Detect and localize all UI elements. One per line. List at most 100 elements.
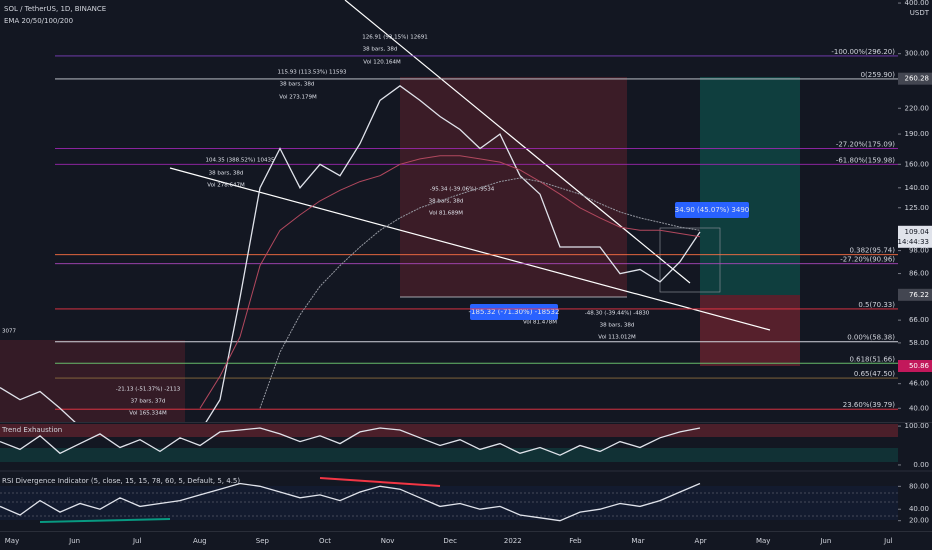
price-tag: [898, 360, 932, 373]
fib-level-label: 0.382(95.74): [849, 247, 895, 255]
pane-title: RSI Divergence Indicator (5, close, 15, …: [2, 477, 240, 485]
boxed-annotation: -185.32 (-71.30%) -18532: [469, 308, 560, 316]
series-line: [0, 84, 701, 422]
pane: -100.00%(296.20) 0(259.90) -27.20%(175.09)…: [0, 48, 898, 422]
series-line: [199, 155, 701, 409]
oversold-zone: [0, 448, 898, 462]
x-tick-label: Nov: [381, 537, 395, 545]
annotation: Vol 81.689M: [429, 211, 463, 217]
y-tick-label: 40.00: [909, 505, 929, 513]
annotation-box: [675, 202, 749, 218]
x-tick-label: Jun: [68, 537, 80, 545]
annotation: 38 bars, 38d: [209, 171, 244, 177]
boxed-annotation: 34.90 (45.07%) 3490: [675, 206, 749, 214]
chart-title: SOL / TetherUS, 1D, BINANCE: [4, 5, 106, 13]
annotation: -21.13 (-51.37%) -2113: [116, 387, 181, 393]
annotation: -48.30 (-39.44%) -4830: [585, 311, 650, 317]
fib-level-label: 0.65(47.50): [854, 370, 895, 378]
x-tick-label: 2022: [504, 537, 522, 545]
x-tick-label: Jul: [883, 537, 893, 545]
trend-line: [344, 0, 691, 284]
y-tick-label: 190.00: [905, 130, 930, 138]
trend-line: [169, 167, 771, 331]
x-tick-label: Apr: [695, 537, 707, 545]
x-tick-label: Dec: [443, 537, 457, 545]
annotation: 38 bars, 38d: [280, 82, 315, 88]
pane: [0, 427, 701, 456]
price-tag-label: 76.22: [909, 291, 929, 299]
divergence-line: [39, 518, 171, 523]
y-tick-label: 66.00: [909, 316, 929, 324]
fib-level-label: 0.00%(58.38): [847, 334, 895, 342]
y-tick-label: 140.00: [905, 184, 930, 192]
y-tick-label: 20.00: [909, 517, 929, 525]
divergence-line: [319, 477, 441, 487]
measure-box: [659, 227, 721, 293]
y-tick-label: 86.00: [909, 270, 929, 278]
annotation: 38 bars, 38d: [429, 199, 464, 205]
annotation: Vol 120.164M: [363, 60, 401, 66]
price-tag: [898, 225, 932, 248]
annotation: Vol 81.478M: [523, 320, 557, 326]
measure-box: [0, 340, 185, 422]
x-tick-label: Jun: [819, 537, 831, 545]
x-tick-label: May: [5, 537, 19, 545]
y-tick-label: 58.00: [909, 339, 929, 347]
target-zone: [700, 77, 800, 295]
annotation: 126.91 (93.15%) 12691: [362, 35, 428, 41]
series-line: [0, 482, 701, 522]
price-tag: [898, 72, 932, 85]
price-tag-label: 50.86: [909, 362, 930, 370]
axis-unit: USDT: [910, 9, 930, 17]
series-line: [0, 427, 701, 456]
x-tick-label: Oct: [319, 537, 331, 545]
x-tick-label: Sep: [256, 537, 270, 545]
annotation: 104.35 (388.52%) 10435: [206, 158, 276, 164]
price-tag-label: 109.04: [905, 228, 930, 236]
fib-level-label: 0(259.90): [861, 71, 896, 79]
fib-level-label: -100.00%(296.20): [831, 48, 895, 56]
chart-subtitle: EMA 20/50/100/200: [4, 17, 73, 25]
x-tick-label: Aug: [193, 537, 207, 545]
annotation-box: [470, 304, 558, 320]
x-tick-label: Feb: [569, 537, 582, 545]
annotation: Vol 273.179M: [279, 95, 317, 101]
y-tick-label: 220.00: [905, 104, 930, 112]
price-tag-label: 260.28: [905, 75, 930, 83]
annotation: 37 bars, 37d: [131, 399, 166, 405]
pane: [0, 482, 701, 522]
fib-level-label: -61.80%(159.98): [836, 156, 895, 164]
y-tick-label: 0.00: [913, 461, 929, 469]
rsi-band: [0, 486, 898, 520]
fib-level-label: 0.618(51.66): [849, 355, 895, 363]
y-tick-label: 125.00: [905, 204, 930, 212]
overbought-zone: [0, 424, 898, 437]
stop-zone: [700, 295, 800, 366]
y-tick-label: 40.00: [909, 404, 929, 412]
annotation: 38 bars, 38d: [363, 47, 398, 53]
y-tick-label: 160.00: [905, 160, 930, 168]
x-tick-label: May: [756, 537, 770, 545]
fib-level-label: 0.5(70.33): [858, 301, 895, 309]
fib-level-label: -27.20%(175.09): [836, 140, 895, 148]
y-tick-label: 46.00: [909, 380, 929, 388]
y-tick-label: 400.00: [905, 0, 930, 7]
series-line: [259, 177, 701, 409]
x-tick-label: Mar: [631, 537, 644, 545]
pane-title: Trend Exhaustion: [1, 426, 62, 434]
annotation: Vol 278.647M: [207, 183, 245, 189]
y-tick-label: 80.00: [909, 482, 929, 490]
fib-level-label: -27.20%(90.96): [840, 256, 895, 264]
y-tick-label: 100.00: [905, 422, 930, 430]
price-tag: [898, 288, 932, 301]
annotation: Vol 113.012M: [598, 335, 636, 341]
y-tick-label: 98.00: [909, 247, 929, 255]
countdown: 14:44:33: [898, 238, 929, 246]
y-tick-label: 300.00: [905, 50, 930, 58]
annotation: 38 bars, 38d: [600, 323, 635, 329]
fib-level-label: 23.60%(39.79): [843, 401, 895, 409]
annotation: Vol 165.334M: [129, 411, 167, 417]
x-tick-label: Jul: [132, 537, 142, 545]
